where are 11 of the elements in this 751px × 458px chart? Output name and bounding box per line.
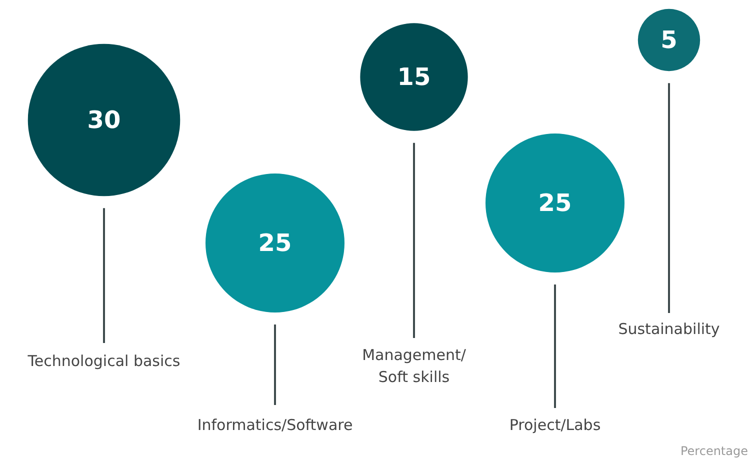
data-label: 30: [87, 106, 121, 134]
data-label: 15: [397, 63, 431, 91]
text: Percentage: [680, 444, 748, 458]
category-label: Management/Soft skills: [362, 346, 467, 386]
data-label: 5: [660, 26, 678, 54]
category-label: Informatics/Software: [197, 416, 353, 434]
category-label: Project/Labs: [509, 416, 601, 434]
data-label: 25: [258, 229, 292, 257]
category-label: Technological basics: [26, 352, 180, 370]
data-label: 25: [538, 189, 572, 217]
category-label: Sustainability: [618, 320, 720, 338]
